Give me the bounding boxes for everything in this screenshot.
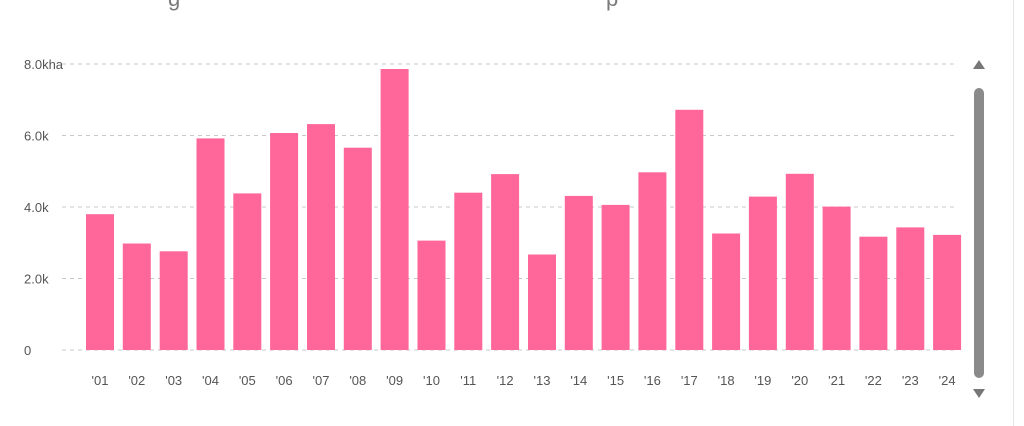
x-tick-label: '22 [865,373,882,388]
bar[interactable] [196,138,225,350]
bar[interactable] [601,204,630,350]
y-axis-tick-labels: 0 2.0k 4.0k 6.0k 8.0kha [24,57,64,358]
bar[interactable] [417,240,446,350]
bar[interactable] [528,254,556,351]
y-tick-label: 0 [24,343,31,358]
bar[interactable] [712,233,741,351]
x-tick-label: '13 [534,373,551,388]
bar[interactable] [638,172,667,350]
y-tick-label: 4.0k [24,200,49,215]
x-tick-label: '14 [570,373,587,388]
x-tick-label: '06 [276,373,293,388]
x-axis-tick-labels: '01 '02 '03 '04 '05 '06 '07 '08 '09 '10 '11 '12 '13 '… [92,373,956,388]
bar[interactable] [159,251,188,350]
bar[interactable] [86,214,114,350]
scroll-down-arrow-icon[interactable] [973,389,985,398]
scrollbar-thumb[interactable] [974,88,984,378]
x-tick-label: '03 [165,373,182,388]
x-tick-label: '10 [423,373,440,388]
x-tick-label: '12 [497,373,514,388]
bar[interactable] [454,192,483,350]
bar[interactable] [785,173,814,350]
x-tick-label: '18 [718,373,735,388]
x-tick-label: '17 [681,373,698,388]
y-tick-label: 6.0k [24,129,49,144]
x-tick-label: '15 [607,373,624,388]
x-tick-label: '20 [791,373,808,388]
bar[interactable] [822,206,851,350]
x-tick-label: '08 [349,373,366,388]
bar[interactable] [380,69,409,350]
x-tick-label: '01 [92,373,109,388]
bar[interactable] [122,243,151,351]
x-tick-label: '24 [939,373,956,388]
x-tick-label: '11 [460,373,476,388]
bars [86,69,962,351]
x-tick-label: '21 [828,373,845,388]
chart-title-fragment-1: g [168,0,180,11]
x-tick-label: '23 [902,373,919,388]
bar[interactable] [307,124,335,350]
x-tick-label: '02 [128,373,145,388]
chart-title-fragment-2: p [606,0,618,11]
x-tick-label: '09 [386,373,403,388]
y-tick-label: 8.0kha [24,57,64,72]
panel-divider [1013,0,1014,426]
bar[interactable] [675,109,704,350]
scroll-up-arrow-icon[interactable] [973,60,985,69]
y-tick-label: 2.0k [24,272,49,287]
bar[interactable] [233,193,262,350]
bar[interactable] [933,234,962,350]
bar[interactable] [491,174,520,350]
x-tick-label: '07 [313,373,330,388]
x-tick-label: '05 [239,373,256,388]
vertical-scrollbar[interactable] [968,56,990,402]
x-tick-label: '16 [644,373,661,388]
bar[interactable] [859,236,888,350]
bar[interactable] [270,133,299,350]
bar[interactable] [896,227,925,350]
bar[interactable] [564,195,593,350]
bar[interactable] [748,196,777,350]
bar[interactable] [343,147,372,350]
x-tick-label: '19 [754,373,771,388]
x-tick-label: '04 [202,373,219,388]
